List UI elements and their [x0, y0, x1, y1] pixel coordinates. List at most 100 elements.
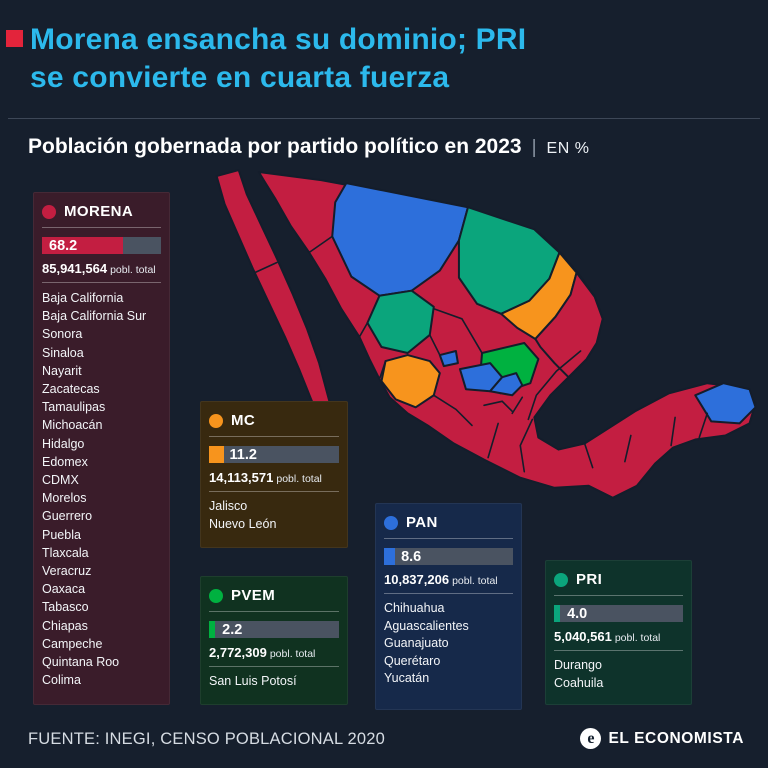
- state-item: Querétaro: [384, 653, 441, 668]
- subtitle-row: Población gobernada por partido político…: [28, 135, 589, 159]
- map-border-sonora-sinaloa: [308, 235, 334, 254]
- state-item: Puebla: [42, 527, 81, 542]
- divider: [554, 650, 683, 651]
- map-border-guerrero-oaxaca: [487, 422, 499, 459]
- population-number: 10,837,206: [384, 572, 450, 587]
- party-name-morena: MORENA: [64, 203, 134, 220]
- percent-value-pan: 8.6: [401, 548, 422, 565]
- party-name-pvem: PVEM: [231, 587, 276, 604]
- state-item: Chihuahua: [384, 601, 445, 615]
- state-item: Nuevo León: [209, 516, 277, 531]
- population-suffix: pobl. total: [269, 648, 316, 660]
- panel-pri-header: PRI: [554, 571, 683, 588]
- state-item: Quintana Roo: [42, 655, 120, 670]
- state-item: Zacatecas: [42, 382, 100, 397]
- pri-dot-icon: [554, 572, 568, 587]
- map-border-puebla: [511, 396, 524, 415]
- pan-dot-icon: [384, 515, 398, 530]
- population-total-pan: 10,837,206 pobl. total: [384, 572, 513, 587]
- unit-label: EN %: [546, 140, 590, 157]
- state-list-pri: Durango Coahuila: [554, 657, 683, 692]
- divider: [209, 436, 339, 437]
- pri-percent-bar: 4.0: [554, 605, 683, 622]
- state-item: Baja California Sur: [42, 309, 147, 324]
- bar-fill-pvem: [209, 621, 215, 638]
- percent-value-pvem: 2.2: [222, 621, 243, 638]
- party-name-pan: PAN: [406, 514, 438, 531]
- party-name-pri: PRI: [576, 571, 603, 588]
- bar-fill-mc: [209, 446, 224, 463]
- divider: [554, 595, 683, 596]
- state-item: Guerrero: [42, 509, 93, 524]
- panel-pvem-header: PVEM: [209, 587, 339, 604]
- state-item: Colima: [42, 673, 81, 688]
- mc-percent-bar: 11.2: [209, 446, 339, 463]
- panel-pan-header: PAN: [384, 514, 513, 531]
- state-list-morena: Baja California Baja California Sur Sonora…: [42, 289, 161, 689]
- population-number: 14,113,571: [209, 470, 274, 485]
- party-name-mc: MC: [231, 412, 256, 429]
- state-item: Coahuila: [554, 675, 604, 690]
- state-item: Baja California: [42, 291, 124, 305]
- map-border-veracruz: [527, 350, 582, 421]
- panel-morena: MORENA 68.2 85,941,564 pobl. total Baja C…: [33, 192, 170, 705]
- divider: [209, 491, 339, 492]
- map-state-yucatan: [694, 382, 757, 425]
- chart-subtitle: Población gobernada por partido político…: [28, 135, 522, 158]
- state-list-pan: Chihuahua Aguascalientes Guanajuato Queréta…: [384, 600, 513, 688]
- population-suffix: pobl. total: [276, 473, 322, 485]
- state-item: Durango: [554, 658, 602, 672]
- state-item: Michoacán: [42, 418, 103, 433]
- state-item: Tlaxcala: [42, 545, 89, 560]
- state-item: Sonora: [42, 327, 83, 342]
- pvem-dot-icon: [209, 588, 223, 603]
- panel-pri: PRI 4.0 5,040,561 pobl. total Durango Coah…: [545, 560, 692, 705]
- el-economista-logo-icon: e: [580, 728, 602, 749]
- map-border-bc-bcs: [253, 261, 278, 274]
- percent-value-pri: 4.0: [567, 605, 588, 622]
- state-item: Campeche: [42, 636, 103, 651]
- population-suffix: pobl. total: [452, 575, 498, 587]
- morena-percent-bar: 68.2: [42, 237, 161, 254]
- map-state-queretaro: [489, 372, 524, 397]
- map-border-michoacan-guerrero: [432, 394, 473, 427]
- mc-dot-icon: [209, 413, 223, 428]
- map-border-oaxaca: [519, 418, 534, 473]
- panel-pvem: PVEM 2.2 2,772,309 pobl. total San Luis P…: [200, 576, 348, 705]
- publisher-logo: e EL ECONOMISTA: [580, 728, 744, 749]
- divider: [384, 538, 513, 539]
- divider: [42, 227, 161, 228]
- map-border-nayarit-jalisco: [378, 360, 387, 380]
- publisher-name: EL ECONOMISTA: [608, 729, 744, 747]
- map-border-zacatecas-ags: [428, 334, 441, 356]
- map-border-campeche: [670, 416, 676, 447]
- mexico-choropleth-map: [215, 169, 757, 499]
- state-item: Tabasco: [42, 600, 89, 615]
- state-item: Veracruz: [42, 564, 92, 579]
- state-item: CDMX: [42, 473, 79, 488]
- percent-value-morena: 68.2: [49, 237, 78, 254]
- pan-percent-bar: 8.6: [384, 548, 513, 565]
- panel-pan: PAN 8.6 10,837,206 pobl. total Chihuahua A…: [375, 503, 522, 710]
- state-item: Nayarit: [42, 363, 82, 378]
- divider: [42, 282, 161, 283]
- subtitle-separator: |: [531, 137, 537, 158]
- population-total-pvem: 2,772,309 pobl. total: [209, 645, 339, 660]
- map-state-tamaulipas: [534, 271, 604, 379]
- brand-accent-square: [6, 30, 23, 47]
- bar-fill-pri: [554, 605, 560, 622]
- pvem-percent-bar: 2.2: [209, 621, 339, 638]
- state-item: Hidalgo: [42, 436, 85, 451]
- page-title-line2: se convierte en cuarta fuerza: [30, 61, 450, 94]
- page-title-line1: Morena ensancha su dominio; PRI: [30, 23, 527, 56]
- map-border-edomex-cdmx: [483, 400, 514, 413]
- population-suffix: pobl. total: [614, 632, 661, 644]
- bar-fill-morena: [42, 237, 124, 254]
- percent-value-mc: 11.2: [229, 446, 257, 463]
- state-list-mc: Jalisco Nuevo León: [209, 498, 339, 533]
- population-suffix: pobl. total: [110, 264, 156, 276]
- state-list-pvem: San Luis Potosí: [209, 673, 339, 691]
- map-border-tabasco-chiapas: [583, 442, 594, 469]
- panel-morena-header: MORENA: [42, 203, 161, 220]
